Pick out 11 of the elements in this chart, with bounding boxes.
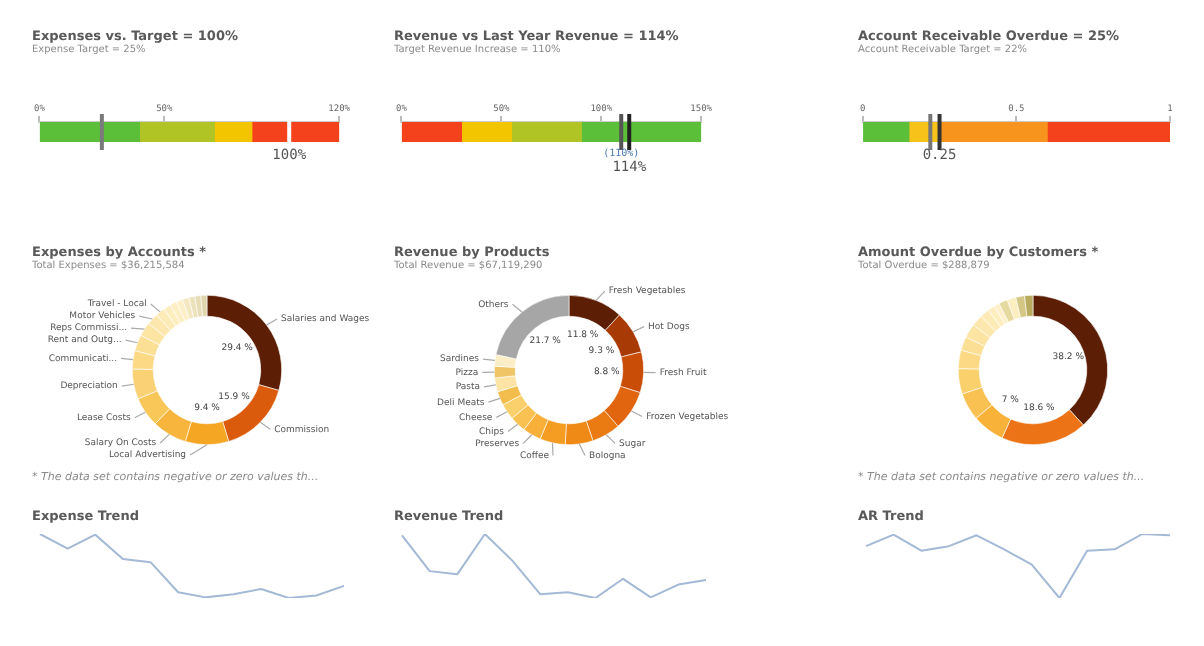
bar	[938, 122, 1048, 142]
bar	[1046, 122, 1170, 142]
bar	[863, 122, 910, 142]
bar	[213, 122, 253, 142]
bar	[580, 122, 702, 142]
bar	[460, 122, 512, 142]
bar	[401, 122, 463, 142]
bar	[510, 122, 582, 142]
bar	[251, 122, 340, 142]
bar	[39, 122, 140, 142]
bar	[138, 122, 215, 142]
